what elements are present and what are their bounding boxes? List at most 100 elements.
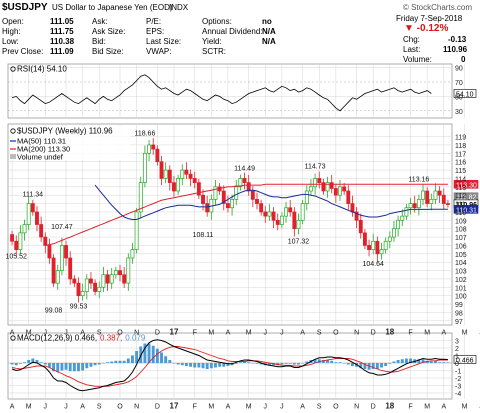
candle-body [147,144,151,154]
macd-histogram-bar [172,363,176,364]
price-y-tick-label: 110 [455,210,466,217]
price-y-tick-label: 99 [455,302,463,309]
price-annotation: 118.66 [134,130,155,137]
price-badge-label: 110.31 [456,207,477,214]
price-legend-marker [10,128,16,134]
macd-value-badge [453,355,477,364]
price-x-tick-label: J [264,330,268,337]
macd-histogram-bar [267,363,271,366]
macd-x-tick-label: D [155,404,160,411]
volume-legend-label: Volume undef [17,153,64,162]
candle-body [113,270,118,276]
price-badge-label: 111.82 [456,195,476,202]
candle-body [118,270,122,276]
macd-histogram-bar [326,360,329,363]
candle-body [105,274,110,284]
price-x-tick-label: A [441,330,446,337]
macd-histogram-bar [110,361,114,363]
candle-body [122,274,127,284]
annual-dividend-label: Annual Dividend: [202,27,263,36]
candle-body [313,178,318,188]
price-x-tick-label: M [462,330,468,337]
macd-x-tick-label: M [208,404,214,411]
macd-x-tick-label: M [424,404,430,411]
candle-body [14,240,19,250]
candle-body [437,190,442,196]
price-x-tick-label: M [26,330,32,337]
candle-body [93,282,98,292]
macd-x-tick-label: M [26,404,32,411]
candle-body [408,203,413,209]
last-value: 110.96 [443,45,468,54]
candle-body [300,203,305,221]
price-annotation: 114.73 [305,163,326,170]
macd-histogram-bar [380,363,383,368]
candle-body [267,211,272,217]
price-y-tick-label: 119 [455,135,466,142]
axis-labels: A A M M J J J J A A S S O O N N D D 17 17 F F M M A A M M J J J J A A S S O O… [10,66,480,411]
macd-histogram-bar [247,362,251,363]
candle-body [30,203,35,213]
candle-body [18,232,23,250]
candle-body [263,211,268,217]
candle-body [309,186,313,192]
candle-body [39,224,44,238]
brand: © StockCharts.com [403,3,473,12]
candle-body [155,148,160,163]
macd-x-tick-label: A [80,404,85,411]
macd-x-tick-label: A [300,404,305,411]
macd-legend-macd: MACD(12,26,9) 0.466, [17,334,97,343]
macd-histogram-bar [338,362,342,363]
macd-histogram-bar [205,363,209,369]
macd-x-tick-label: 18 [385,402,394,411]
price-y-tick-label: 97 [455,319,463,326]
macd-x-tick-label: M [246,404,252,411]
candle-body [296,219,301,230]
price-y-tick-label: 112 [455,193,466,200]
macd-histogram-bar [72,363,76,372]
price-y-tick-label: 101 [455,285,467,292]
yield-value: N/A [262,37,276,46]
open-label: Open: [2,17,24,26]
candle-body [126,257,131,284]
ma200-legend-label: MA(200) 113.30 [17,145,70,154]
macd-histogram-bar [438,362,442,363]
candle-body [130,249,135,259]
macd-y-tick-label: 3 [455,339,459,346]
macd-histogram-bar [143,343,147,363]
candle-body [246,182,251,192]
candle-body [242,178,247,183]
candle-body [213,186,218,200]
candle-body [84,278,89,292]
price-legend-box [10,126,130,160]
price-y-tick-label: 114 [455,176,466,183]
last-label: Last: [403,45,421,54]
rsi-y-tick-label: 70 [455,80,463,87]
price-x-tick-label: N [354,330,359,337]
macd-x-tick-label: F [408,404,412,411]
macd-histogram-bar [384,363,388,366]
candle-body [429,199,434,204]
price-x-tick-label: M [208,330,214,337]
macd-histogram-bar [56,363,60,372]
macd-histogram-bar [280,363,284,365]
macd-histogram-bar [101,363,105,364]
gridlines [8,64,465,399]
price-legend-label: $USDJPY (Weekly) 110.96 [17,127,113,136]
candle-body [76,282,81,297]
macd-x-tick-label: O [117,404,123,411]
macd-histogram-bar [226,363,230,366]
macd-histogram-bar [442,362,446,363]
rsi-y-tick-label: 30 [455,109,463,116]
macd-value-badge-label: 0.466 [456,358,474,365]
macd-histogram-bar [60,363,64,371]
macd-histogram-bar [351,363,354,366]
price-y-tick-label: 106 [455,243,467,250]
macd-histogram-bar [346,363,350,365]
macd-histogram-bar [313,359,317,363]
macd-histogram-bar [251,363,255,364]
rsi-legend-label: RSI(14) 54.10 [17,65,67,74]
macd-histogram-bar [81,363,85,371]
macd-x-tick-label: J [44,404,48,411]
